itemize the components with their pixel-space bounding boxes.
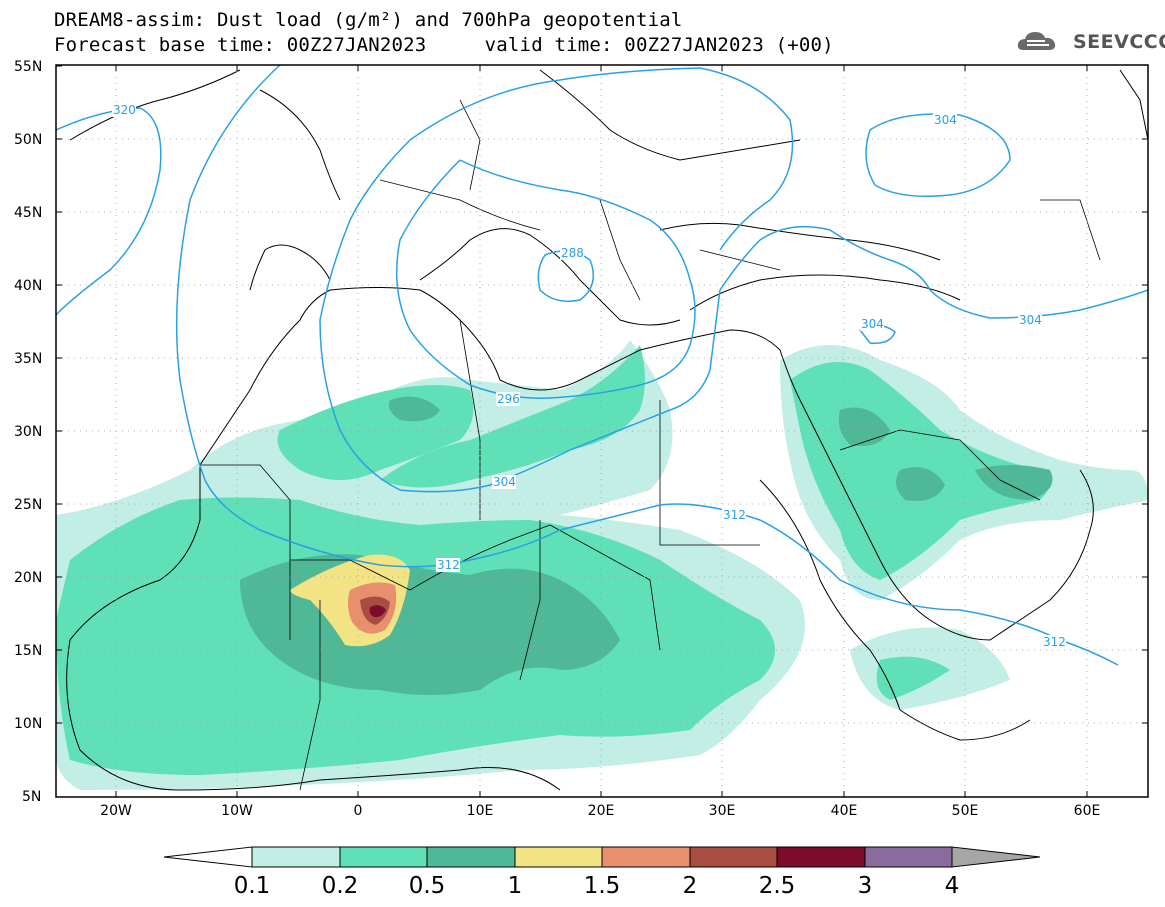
lat-label: 25N [14, 497, 42, 513]
contour-label: 304 [493, 475, 516, 489]
dust-area-dark-green [896, 467, 945, 501]
dust-area-green [876, 656, 950, 700]
colorbar-segment [689, 846, 778, 868]
dust-fill-layer [56, 340, 1148, 790]
lon-label: 20W [100, 803, 132, 819]
dust-area-maroon [369, 605, 386, 618]
contour-label: 312 [723, 508, 746, 522]
colorbar-label: 4 [945, 873, 960, 899]
contour-296 [395, 159, 696, 399]
dust-area-green [380, 345, 645, 488]
lon-labels: 20W 10W 0 10E 20E 30E 40E 50E 60E [100, 803, 1100, 819]
lat-label: 40N [14, 278, 42, 294]
colorbar-segment [251, 846, 341, 868]
contour-label: 312 [437, 558, 460, 572]
colorbar-segment [426, 846, 516, 868]
lon-label: 40E [831, 803, 858, 819]
colorbar-segment [776, 846, 866, 868]
lat-label: 15N [14, 643, 42, 659]
lat-label: 35N [14, 351, 42, 367]
colorbar-label: 3 [858, 873, 873, 899]
colorbar-label: 2.5 [759, 873, 796, 899]
contour-label: 320 [113, 103, 136, 117]
lon-ticks [115, 65, 1088, 797]
map-title: DREAM8-assim: Dust load (g/m²) and 700hP… [54, 9, 683, 31]
lat-label: 55N [14, 59, 42, 75]
dust-area-dark-green [975, 465, 1053, 500]
country-borders [200, 99, 1101, 791]
contour-label: 312 [1043, 635, 1066, 649]
colorbar-segment [339, 846, 428, 868]
colorbar-label: 0.2 [322, 873, 359, 899]
lat-label: 50N [14, 132, 42, 148]
contour-304-middle [319, 139, 1149, 493]
colorbar-over-triangle [951, 846, 1041, 868]
colorbar: 0.1 0.2 0.5 1 1.5 2 2.5 3 4 [163, 846, 1041, 899]
contour-label: 304 [861, 317, 884, 331]
colorbar-label: 0.5 [409, 873, 446, 899]
cloud-logo-icon [1017, 32, 1056, 50]
lat-label: 45N [14, 205, 42, 221]
contour-label: 288 [561, 246, 584, 260]
contour-label: 296 [497, 392, 520, 406]
contour-312-outer [175, 64, 1119, 666]
colorbar-label: 1.5 [584, 873, 621, 899]
lat-label: 10N [14, 716, 42, 732]
colorbar-label: 0.1 [234, 873, 271, 899]
dust-area-dark-green [838, 407, 890, 446]
lat-label: 20N [14, 570, 42, 586]
lon-label: 0 [354, 803, 363, 819]
contour-labels: 320 304 288 296 304 304 312 312 312 304 [112, 103, 1066, 649]
contour-label: 304 [934, 113, 957, 127]
lon-label: 30E [709, 803, 736, 819]
lon-label: 50E [952, 803, 979, 819]
logo-text: SEEVCCC [1073, 31, 1165, 53]
lat-label: 30N [14, 424, 42, 440]
lat-ticks [56, 65, 1148, 724]
contour-label: 304 [1019, 313, 1042, 327]
lon-label: 20E [588, 803, 615, 819]
colorbar-segment [601, 846, 691, 868]
colorbar-label: 2 [683, 873, 698, 899]
lon-label: 10E [467, 803, 494, 819]
colorbar-under-triangle [163, 846, 253, 868]
dust-area-dark-green [388, 396, 440, 422]
contour-304-upper-ring [409, 67, 794, 251]
colorbar-segment [514, 846, 603, 868]
lon-label: 10W [221, 803, 253, 819]
graticule [56, 65, 1148, 797]
lon-label: 60E [1074, 803, 1101, 819]
colorbar-segment [864, 846, 953, 868]
coastlines [66, 69, 1149, 791]
lat-label: 5N [22, 789, 41, 805]
lat-labels: 55N 50N 45N 40N 35N 30N 25N 20N 15N 10N … [14, 59, 42, 805]
colorbar-label: 1 [508, 873, 523, 899]
map-subtitle: Forecast base time: 00Z27JAN2023 valid t… [54, 34, 834, 56]
